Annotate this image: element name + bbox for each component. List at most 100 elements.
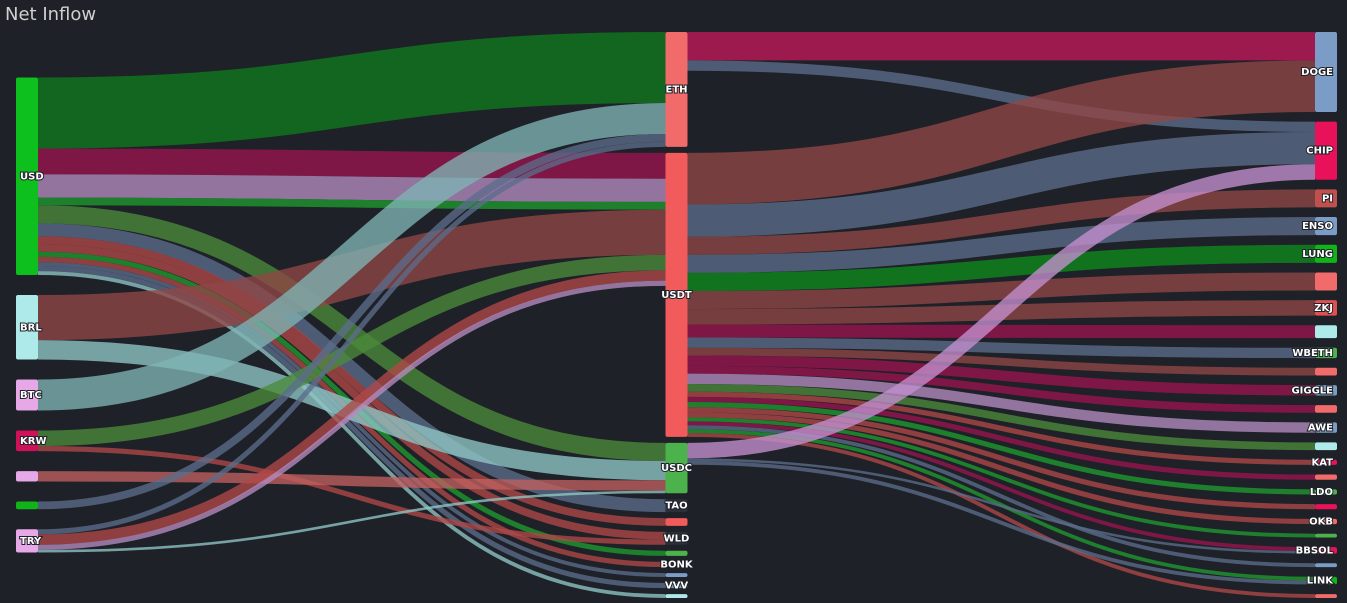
- node: [16, 529, 38, 553]
- link: [37, 32, 666, 149]
- node: [16, 295, 38, 360]
- link: [687, 373, 1316, 433]
- node: [16, 471, 38, 482]
- link: [37, 254, 666, 447]
- link: [687, 217, 1316, 273]
- node: [1315, 405, 1337, 413]
- node-label: PI: [1322, 193, 1333, 204]
- link: [687, 458, 1316, 554]
- node: [1315, 563, 1337, 568]
- node-label: VVV: [665, 581, 688, 592]
- link: [37, 141, 666, 535]
- node-label: TRY: [20, 536, 42, 547]
- node-label: KAT: [1311, 457, 1333, 468]
- node: [1315, 189, 1337, 208]
- node-label: LDO: [1310, 487, 1333, 498]
- node: [1315, 217, 1337, 236]
- node-label: AWE: [1308, 423, 1333, 434]
- link: [37, 270, 666, 545]
- link: [687, 60, 1316, 132]
- node-label: DOGE: [1301, 67, 1333, 78]
- node: [665, 531, 688, 545]
- link: [687, 402, 1316, 495]
- node-label: BBSOL: [1296, 545, 1334, 556]
- node-label: USDC: [661, 463, 692, 474]
- link: [687, 60, 1316, 205]
- node-label: OKB: [1309, 516, 1333, 527]
- node: [1315, 442, 1337, 451]
- link: [687, 244, 1316, 291]
- node: [665, 32, 688, 147]
- node-label: BTC: [20, 390, 42, 401]
- node: [1315, 518, 1337, 525]
- node-label: USD: [20, 171, 44, 182]
- link: [687, 272, 1316, 310]
- node-label: BRL: [20, 322, 42, 333]
- node: [1315, 272, 1337, 291]
- link: [37, 244, 666, 540]
- node: [1315, 32, 1337, 113]
- node: [16, 379, 38, 411]
- node: [1315, 504, 1337, 510]
- link: [37, 174, 666, 202]
- node-label: BONK: [660, 560, 693, 571]
- link: [687, 396, 1316, 480]
- link: [37, 102, 666, 411]
- node: [665, 442, 688, 494]
- link: [37, 446, 666, 545]
- node: [1315, 244, 1337, 263]
- node: [665, 152, 688, 437]
- node-label: USDT: [661, 290, 692, 301]
- node-label: GIGGLE: [1291, 385, 1333, 396]
- title: Net Inflow: [5, 4, 96, 25]
- node: [665, 561, 688, 568]
- link: [687, 407, 1316, 510]
- link: [687, 355, 1316, 396]
- link: [37, 133, 666, 510]
- node: [665, 582, 688, 589]
- node: [1315, 594, 1337, 598]
- link: [37, 265, 666, 589]
- link: [687, 324, 1316, 339]
- node: [1315, 121, 1337, 180]
- link: [687, 417, 1316, 538]
- node: [665, 594, 688, 598]
- node: [16, 77, 38, 276]
- node-label: WBETH: [1292, 348, 1333, 359]
- node-label: CHIP: [1306, 146, 1333, 157]
- node: [1315, 459, 1337, 465]
- node-label: KRW: [20, 436, 46, 447]
- link: [687, 391, 1316, 465]
- node: [665, 573, 688, 577]
- node: [665, 518, 688, 526]
- node-label: LUNG: [1302, 249, 1333, 260]
- links: [37, 31, 1316, 599]
- node-label: LINK: [1307, 576, 1334, 587]
- node: [1315, 474, 1337, 480]
- link: [37, 197, 666, 210]
- node-label: TAO: [665, 501, 687, 512]
- link: [687, 383, 1316, 451]
- node: [16, 501, 38, 510]
- node: [1315, 576, 1337, 585]
- node-label: WLD: [664, 533, 690, 544]
- node: [1315, 422, 1337, 433]
- node: [1315, 367, 1337, 376]
- node: [665, 550, 688, 556]
- node-label: ETH: [665, 84, 687, 95]
- node: [16, 430, 38, 452]
- link: [687, 365, 1316, 413]
- node: [1315, 385, 1337, 396]
- link: [687, 432, 1316, 599]
- node: [1315, 547, 1337, 554]
- node: [1315, 347, 1337, 359]
- link: [37, 471, 666, 491]
- link: [37, 280, 666, 550]
- node: [1315, 300, 1337, 316]
- link: [37, 490, 666, 553]
- node-label: ZKJ: [1314, 303, 1333, 314]
- link: [687, 189, 1316, 255]
- nodes: USD BRL BTC KRW TRY ETH USDT USDC TAO WLD BONK VVV D…: [16, 32, 1337, 598]
- link: [687, 460, 1316, 585]
